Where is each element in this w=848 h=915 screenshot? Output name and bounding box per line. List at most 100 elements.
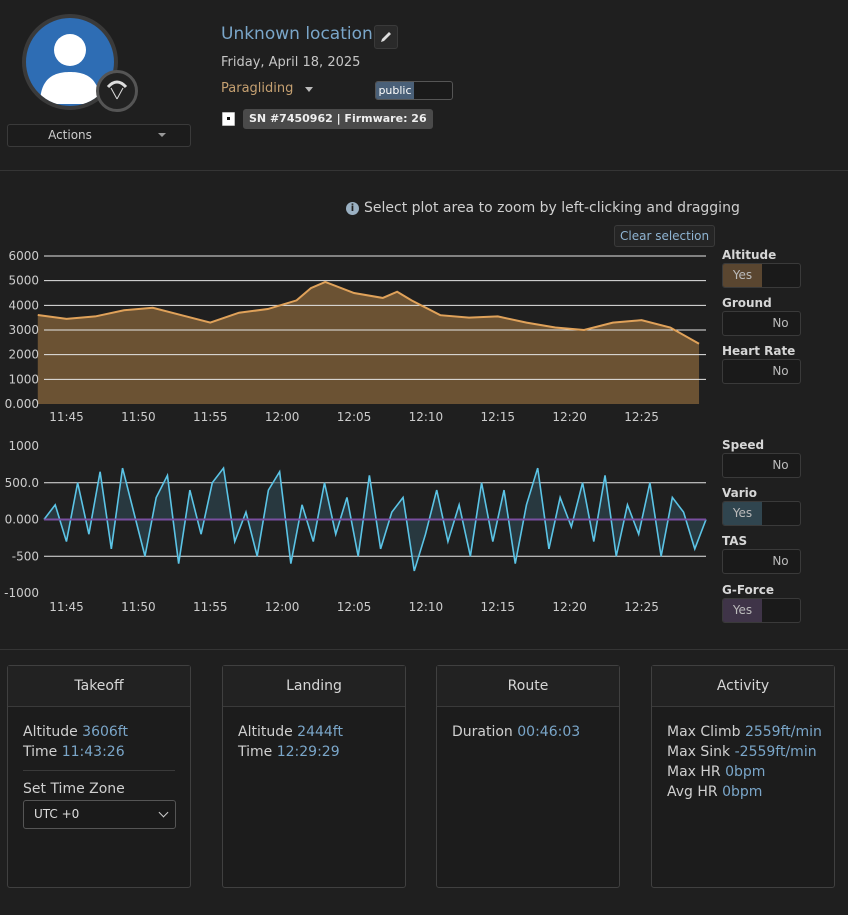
x-tick-label: 11:55 — [193, 600, 228, 614]
y-tick-label: 0.000 — [5, 513, 39, 527]
edit-location-button[interactable] — [374, 25, 398, 49]
activity-type-dropdown[interactable]: Paragliding — [221, 81, 294, 96]
chevron-down-icon — [158, 807, 169, 818]
x-tick-label: 12:10 — [409, 600, 444, 614]
activity-card: Activity Max Climb 2559ft/min Max Sink -… — [651, 665, 835, 888]
vario-toggle-state: Yes — [723, 502, 762, 525]
x-tick-label: 11:55 — [193, 410, 228, 424]
x-tick-label: 12:25 — [624, 600, 659, 614]
y-tick-label: 500.0 — [5, 476, 39, 490]
timezone-select[interactable]: UTC +0 — [23, 800, 176, 829]
speed-toggle[interactable]: No — [722, 453, 801, 478]
vario-line — [43, 466, 707, 572]
avg-hr: Avg HR 0bpm — [667, 784, 763, 800]
tas-toggle[interactable]: No — [722, 549, 801, 574]
x-tick-label: 11:50 — [121, 410, 156, 424]
x-tick-label: 12:20 — [552, 600, 587, 614]
landing-altitude: Altitude 2444ft — [238, 724, 343, 740]
g-force-toggle-label: G-Force — [722, 583, 774, 597]
g-force-toggle-state: Yes — [723, 599, 762, 622]
activity-title: Activity — [652, 666, 834, 707]
takeoff-altitude: Altitude 3606ft — [23, 724, 128, 740]
ground-toggle-state: No — [772, 316, 789, 330]
y-tick-label: 0.000 — [5, 397, 39, 411]
takeoff-card: Takeoff Altitude 3606ft Time 11:43:26 Se… — [7, 665, 191, 888]
speed-toggle-label: Speed — [722, 438, 765, 452]
x-tick-label: 12:15 — [480, 410, 515, 424]
device-badge: SN #7450962 | Firmware: 26 — [243, 109, 433, 129]
chevron-down-icon[interactable] — [305, 87, 313, 92]
ground-toggle-label: Ground — [722, 296, 772, 310]
speed-toggle-state: No — [772, 458, 789, 472]
altitude-line — [37, 280, 700, 345]
x-tick-label: 11:45 — [49, 410, 84, 424]
y-tick-label: 1000 — [8, 439, 39, 453]
vario-toggle[interactable]: Yes — [722, 501, 801, 526]
y-tick-label: 1000 — [8, 372, 39, 386]
route-duration: Duration 00:46:03 — [452, 724, 581, 740]
visibility-label: public — [376, 82, 414, 99]
x-tick-label: 12:15 — [480, 600, 515, 614]
user-avatar-icon — [22, 14, 118, 110]
pencil-icon — [381, 32, 391, 42]
y-tick-label: 6000 — [8, 249, 39, 263]
zoom-hint: i Select plot area to zoom by left-clicki… — [346, 200, 740, 216]
x-tick-label: 12:25 — [624, 410, 659, 424]
vario-chart[interactable]: -1000 -500 0.000 500.0 1000 11:45 11:50 11:55 12… — [0, 437, 712, 622]
heart-rate-toggle-state: No — [772, 364, 789, 378]
chevron-down-icon — [158, 133, 166, 137]
altitude-toggle-label: Altitude — [722, 248, 777, 262]
avatar[interactable] — [22, 14, 118, 110]
y-tick-label: 3000 — [8, 323, 39, 337]
y-tick-label: -1000 — [4, 586, 39, 600]
landing-card: Landing Altitude 2444ft Time 12:29:29 — [222, 665, 406, 888]
divider — [23, 770, 175, 771]
x-tick-label: 12:10 — [409, 410, 444, 424]
flight-date: Friday, April 18, 2025 — [221, 55, 361, 70]
altitude-toggle-state: Yes — [723, 264, 762, 287]
x-tick-label: 12:05 — [337, 410, 372, 424]
visibility-toggle[interactable]: public — [375, 81, 453, 100]
x-tick-label: 12:05 — [337, 600, 372, 614]
route-card: Route Duration 00:46:03 — [436, 665, 620, 888]
x-tick-label: 11:45 — [49, 600, 84, 614]
landing-time: Time 12:29:29 — [238, 744, 340, 760]
device-checkbox[interactable] — [222, 112, 235, 126]
max-hr: Max HR 0bpm — [667, 764, 766, 780]
divider — [0, 170, 848, 171]
y-tick-label: 2000 — [8, 348, 39, 362]
max-sink: Max Sink -2559ft/min — [667, 744, 817, 760]
zoom-hint-text: Select plot area to zoom by left-clickin… — [364, 200, 740, 216]
timezone-label: Set Time Zone — [23, 781, 125, 797]
altitude-chart[interactable]: 0.000 1000 2000 3000 4000 5000 6000 11:45 11:50 1… — [0, 245, 712, 430]
route-title: Route — [437, 666, 619, 707]
landing-title: Landing — [223, 666, 405, 707]
x-tick-label: 12:20 — [552, 410, 587, 424]
vario-toggle-label: Vario — [722, 486, 758, 500]
altitude-toggle[interactable]: Yes — [722, 263, 801, 288]
x-tick-label: 12:00 — [265, 410, 300, 424]
actions-dropdown[interactable]: Actions — [7, 124, 191, 147]
tas-toggle-state: No — [772, 554, 789, 568]
tas-toggle-label: TAS — [722, 534, 748, 548]
timezone-value: UTC +0 — [34, 807, 80, 821]
info-icon: i — [346, 202, 359, 215]
heart-rate-toggle-label: Heart Rate — [722, 344, 796, 358]
y-tick-label: 4000 — [8, 298, 39, 312]
takeoff-title: Takeoff — [8, 666, 190, 707]
y-tick-label: -500 — [12, 549, 39, 563]
max-climb: Max Climb 2559ft/min — [667, 724, 822, 740]
page-title: Unknown location — [221, 24, 373, 44]
takeoff-time: Time 11:43:26 — [23, 744, 125, 760]
g-force-toggle[interactable]: Yes — [722, 598, 801, 623]
altitude-area — [37, 281, 700, 404]
ground-toggle[interactable]: No — [722, 311, 801, 336]
y-tick-label: 5000 — [8, 274, 39, 288]
divider — [0, 649, 848, 650]
x-tick-label: 11:50 — [121, 600, 156, 614]
actions-label: Actions — [48, 128, 92, 142]
x-tick-label: 12:00 — [265, 600, 300, 614]
clear-selection-button[interactable]: Clear selection — [614, 225, 716, 247]
heart-rate-toggle[interactable]: No — [722, 359, 801, 384]
paraglider-icon — [96, 70, 138, 112]
